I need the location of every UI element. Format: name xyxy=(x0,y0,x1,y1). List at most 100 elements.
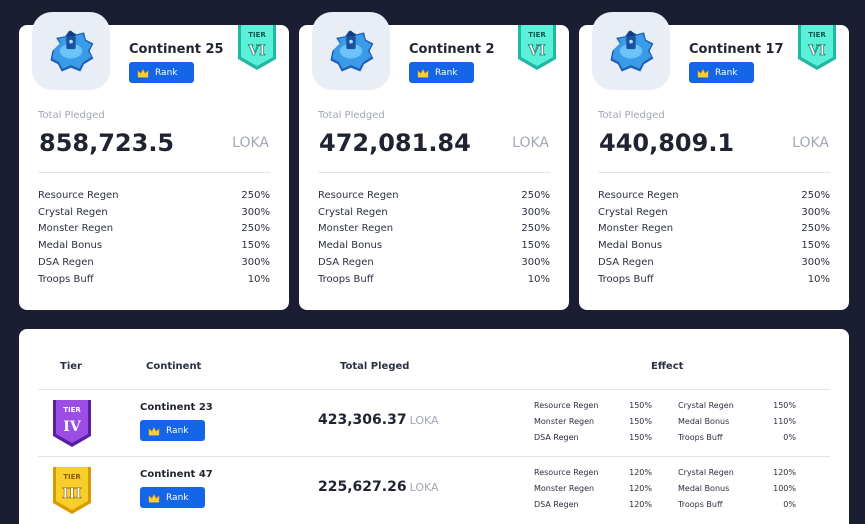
effect-name: DSA Regen xyxy=(598,257,654,269)
effect-value: 250% xyxy=(801,189,830,201)
effect-name: Medal Bonus xyxy=(598,240,663,252)
effect-name: DSA Regen xyxy=(534,433,579,443)
effect-row: DSA Regen 120% xyxy=(534,497,652,513)
effect-row: DSA Regen 300% xyxy=(598,254,830,271)
effect-value: 150% xyxy=(629,433,652,443)
effect-row: Crystal Regen 120% xyxy=(678,464,796,480)
divider xyxy=(598,172,830,173)
effect-row: Troops Buff 10% xyxy=(598,271,830,288)
effect-name: Monster Regen xyxy=(318,223,394,235)
tier-label: TIER xyxy=(63,406,81,414)
effect-row: Medal Bonus 150% xyxy=(38,237,270,254)
effect-name: Monster Regen xyxy=(534,416,595,426)
effect-name: Monster Regen xyxy=(534,483,595,493)
divider xyxy=(318,172,550,173)
table-row: TIER III Continent 47 Rank 225,627.26 LOK… xyxy=(19,457,849,523)
effect-name: Troops Buff xyxy=(318,273,374,285)
effect-value: 300% xyxy=(801,206,830,218)
effect-value: 300% xyxy=(801,257,830,269)
effect-row: DSA Regen 300% xyxy=(318,254,550,271)
continent-card: Continent 25 Rank TIER VI Total Pledged … xyxy=(19,12,289,310)
effects-column-left: Resource Regen 120% Monster Regen 120% DSA… xyxy=(534,464,652,513)
effect-name: Crystal Regen xyxy=(38,206,108,218)
crown-icon xyxy=(137,68,149,78)
tier-numeral: IV xyxy=(63,419,82,435)
rank-button[interactable]: Rank xyxy=(129,62,194,83)
effect-name: Troops Buff xyxy=(678,433,723,443)
effect-row: Troops Buff 10% xyxy=(38,271,270,288)
tier-banner-icon: TIER IV xyxy=(53,400,91,447)
tier-banner-icon: TIER VI xyxy=(238,25,276,70)
total-pledged-label: Total Pledged xyxy=(598,110,665,121)
effect-row: Monster Regen 120% xyxy=(534,480,652,496)
effect-value: 110% xyxy=(773,416,796,426)
effect-value: 10% xyxy=(247,273,270,285)
tier-numeral: VI xyxy=(807,43,825,59)
effect-row: Medal Bonus 150% xyxy=(318,237,550,254)
crown-icon xyxy=(697,68,709,78)
effect-row: Crystal Regen 150% xyxy=(678,397,796,413)
effect-name: Medal Bonus xyxy=(678,483,730,493)
effects-column-left: Resource Regen 150% Monster Regen 150% DSA… xyxy=(534,397,652,446)
effect-row: Monster Regen 150% xyxy=(534,413,652,429)
header-total-pledged: Total Pleged xyxy=(340,361,410,372)
total-pledged-value: 440,809.1 xyxy=(599,129,735,157)
effect-name: Resource Regen xyxy=(534,400,599,410)
row-continent-name: Continent 47 xyxy=(140,469,213,480)
continent-island-icon xyxy=(592,12,670,90)
rank-button[interactable]: Rank xyxy=(140,487,205,508)
card-continent-name: Continent 17 xyxy=(689,42,784,57)
effect-value: 150% xyxy=(773,400,796,410)
effect-row: Crystal Regen 300% xyxy=(38,204,270,221)
effect-name: Medal Bonus xyxy=(678,416,730,426)
effect-value: 120% xyxy=(629,483,652,493)
rank-button-label: Rank xyxy=(166,425,189,436)
continent-island-icon xyxy=(312,12,390,90)
ranking-table: Tier Continent Total Pleged Effect TIER … xyxy=(19,329,849,524)
continent-card: Continent 2 Rank TIER VI Total Pledged 4… xyxy=(299,12,569,310)
effect-name: Crystal Regen xyxy=(598,206,668,218)
divider xyxy=(38,389,830,390)
row-total-value: 225,627.26 xyxy=(318,479,407,495)
tier-label: TIER xyxy=(248,31,266,39)
effect-value: 120% xyxy=(629,500,652,510)
effects-list: Resource Regen 250% Crystal Regen 300% Mon… xyxy=(38,187,270,288)
row-total-pledged: 423,306.37 LOKA xyxy=(318,412,439,428)
tier-label: TIER xyxy=(63,473,81,481)
currency-unit: LOKA xyxy=(409,414,439,427)
continent-island-icon xyxy=(32,12,110,90)
header-tier: Tier xyxy=(60,361,82,372)
effect-row: Resource Regen 250% xyxy=(38,187,270,204)
card-continent-name: Continent 2 xyxy=(409,42,495,57)
effect-name: DSA Regen xyxy=(38,257,94,269)
effect-name: DSA Regen xyxy=(534,500,579,510)
rank-button[interactable]: Rank xyxy=(409,62,474,83)
effects-column-right: Crystal Regen 150% Medal Bonus 110% Troops… xyxy=(678,397,796,446)
effect-value: 150% xyxy=(629,400,652,410)
effect-row: Resource Regen 250% xyxy=(318,187,550,204)
rank-button-label: Rank xyxy=(166,492,189,503)
rank-button[interactable]: Rank xyxy=(140,420,205,441)
effect-name: Crystal Regen xyxy=(678,467,734,477)
effect-name: Troops Buff xyxy=(678,500,723,510)
crown-icon xyxy=(148,426,160,436)
effect-row: Monster Regen 250% xyxy=(318,221,550,238)
rank-button[interactable]: Rank xyxy=(689,62,754,83)
currency-unit: LOKA xyxy=(512,135,549,151)
effect-row: Medal Bonus 100% xyxy=(678,480,796,496)
effect-row: Troops Buff 0% xyxy=(678,497,796,513)
effect-row: DSA Regen 300% xyxy=(38,254,270,271)
currency-unit: LOKA xyxy=(409,481,439,494)
effect-name: Resource Regen xyxy=(38,189,119,201)
table-row: TIER IV Continent 23 Rank 423,306.37 LOKA… xyxy=(19,390,849,456)
row-total-value: 423,306.37 xyxy=(318,412,407,428)
currency-unit: LOKA xyxy=(792,135,829,151)
crown-icon xyxy=(417,68,429,78)
effect-value: 250% xyxy=(241,223,270,235)
effect-value: 300% xyxy=(241,206,270,218)
row-continent-name: Continent 23 xyxy=(140,402,213,413)
tier-label: TIER xyxy=(528,31,546,39)
effect-value: 150% xyxy=(521,240,550,252)
effect-row: DSA Regen 150% xyxy=(534,430,652,446)
tier-numeral: VI xyxy=(247,43,265,59)
